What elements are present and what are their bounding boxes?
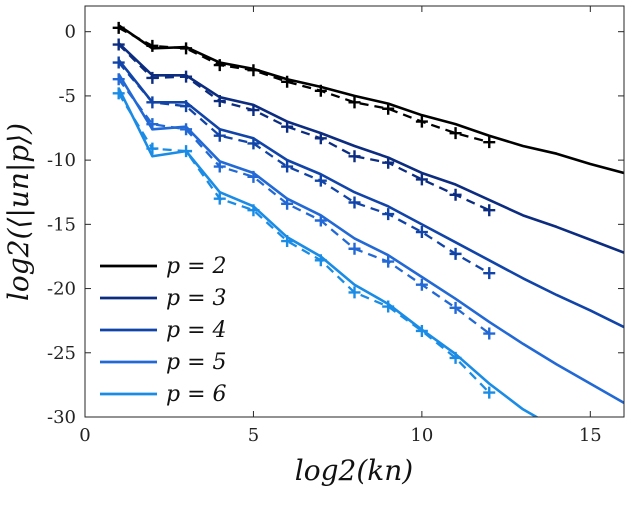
series-p6 (112, 87, 540, 417)
plus-marker (483, 386, 496, 399)
plus-marker (180, 42, 193, 55)
plus-marker (382, 156, 395, 169)
plus-marker (213, 160, 226, 173)
series-p2 (112, 21, 624, 175)
plus-marker (382, 255, 395, 268)
solid-line-p2 (117, 24, 624, 175)
plus-marker (180, 100, 193, 113)
plus-marker (281, 75, 294, 88)
plus-marker (415, 278, 428, 291)
plus-marker (314, 132, 327, 145)
plus-marker (112, 73, 125, 86)
plus-marker (415, 173, 428, 186)
plus-marker (112, 56, 125, 69)
y-tick-label: -5 (58, 86, 76, 107)
plus-marker (449, 188, 462, 201)
plus-marker (146, 39, 159, 52)
plus-marker (483, 327, 496, 340)
plus-marker (415, 324, 428, 337)
plus-marker (449, 247, 462, 260)
plus-marker (382, 208, 395, 221)
plus-marker (281, 160, 294, 173)
plus-marker (348, 196, 361, 209)
legend: p = 2 p = 3 p = 4 p = 5 p = 6 (100, 254, 227, 407)
y-tick-label: -25 (47, 343, 76, 364)
plus-marker (348, 96, 361, 109)
plus-marker (415, 226, 428, 239)
plus-marker (314, 254, 327, 267)
solid-line-p4 (117, 59, 624, 329)
plus-marker (483, 267, 496, 280)
plus-marker (348, 150, 361, 163)
plus-marker (213, 129, 226, 142)
legend-label: p = 4 (166, 318, 227, 343)
plus-marker (180, 70, 193, 83)
plus-marker (449, 351, 462, 364)
y-tick-label: -30 (47, 407, 76, 428)
y-tick-label: -20 (47, 279, 76, 300)
x-tick-label: 0 (79, 425, 90, 446)
plot-frame (84, 5, 625, 418)
solid-line-p6 (117, 87, 540, 417)
y-axis-title: log2(⟨|un|p⟩) (2, 123, 35, 301)
plus-marker (483, 204, 496, 217)
plus-marker (146, 71, 159, 84)
plus-marker (112, 87, 125, 100)
plus-marker (180, 123, 193, 136)
series-p4 (112, 56, 624, 329)
plus-marker (281, 197, 294, 210)
plus-marker (213, 59, 226, 72)
plus-marker (314, 174, 327, 187)
plus-marker (146, 118, 159, 131)
plus-marker (180, 145, 193, 158)
plus-marker (247, 204, 260, 217)
legend-label: p = 5 (166, 350, 227, 375)
plus-marker (247, 104, 260, 117)
plus-marker (247, 137, 260, 150)
plus-marker (281, 120, 294, 133)
y-tick-label: 0 (65, 22, 76, 43)
plus-marker (314, 84, 327, 97)
x-tick-label: 15 (579, 425, 602, 446)
legend-label: p = 6 (166, 382, 227, 407)
plus-marker (314, 214, 327, 227)
plus-marker (382, 102, 395, 115)
plus-marker (112, 21, 125, 34)
solid-line-p5 (117, 73, 624, 404)
x-tick-label: 5 (248, 425, 259, 446)
x-axis-title: log2(kn) (295, 454, 413, 487)
series-p3 (112, 38, 624, 254)
plus-marker (449, 301, 462, 314)
x-tick-label: 10 (410, 425, 433, 446)
plus-marker (146, 96, 159, 109)
axis-ticks: 0 5 10 15 0 -5 -10 -15 -20 -25 -30 (47, 6, 624, 446)
plus-marker (449, 127, 462, 140)
plus-marker (247, 170, 260, 183)
plus-marker (213, 95, 226, 108)
legend-label: p = 2 (166, 254, 227, 279)
plus-marker (213, 192, 226, 205)
plus-marker (483, 136, 496, 149)
plus-marker (415, 115, 428, 128)
solid-line-p3 (117, 42, 624, 254)
series-layer (112, 21, 624, 417)
plus-marker (281, 235, 294, 248)
plus-marker (247, 64, 260, 77)
plus-marker (146, 142, 159, 155)
y-tick-label: -15 (47, 214, 76, 235)
plus-marker (348, 242, 361, 255)
series-p5 (112, 73, 624, 404)
plus-marker (348, 286, 361, 299)
plus-marker (382, 300, 395, 313)
y-tick-label: -10 (47, 150, 76, 171)
plus-marker (112, 38, 125, 51)
legend-label: p = 3 (166, 286, 227, 311)
